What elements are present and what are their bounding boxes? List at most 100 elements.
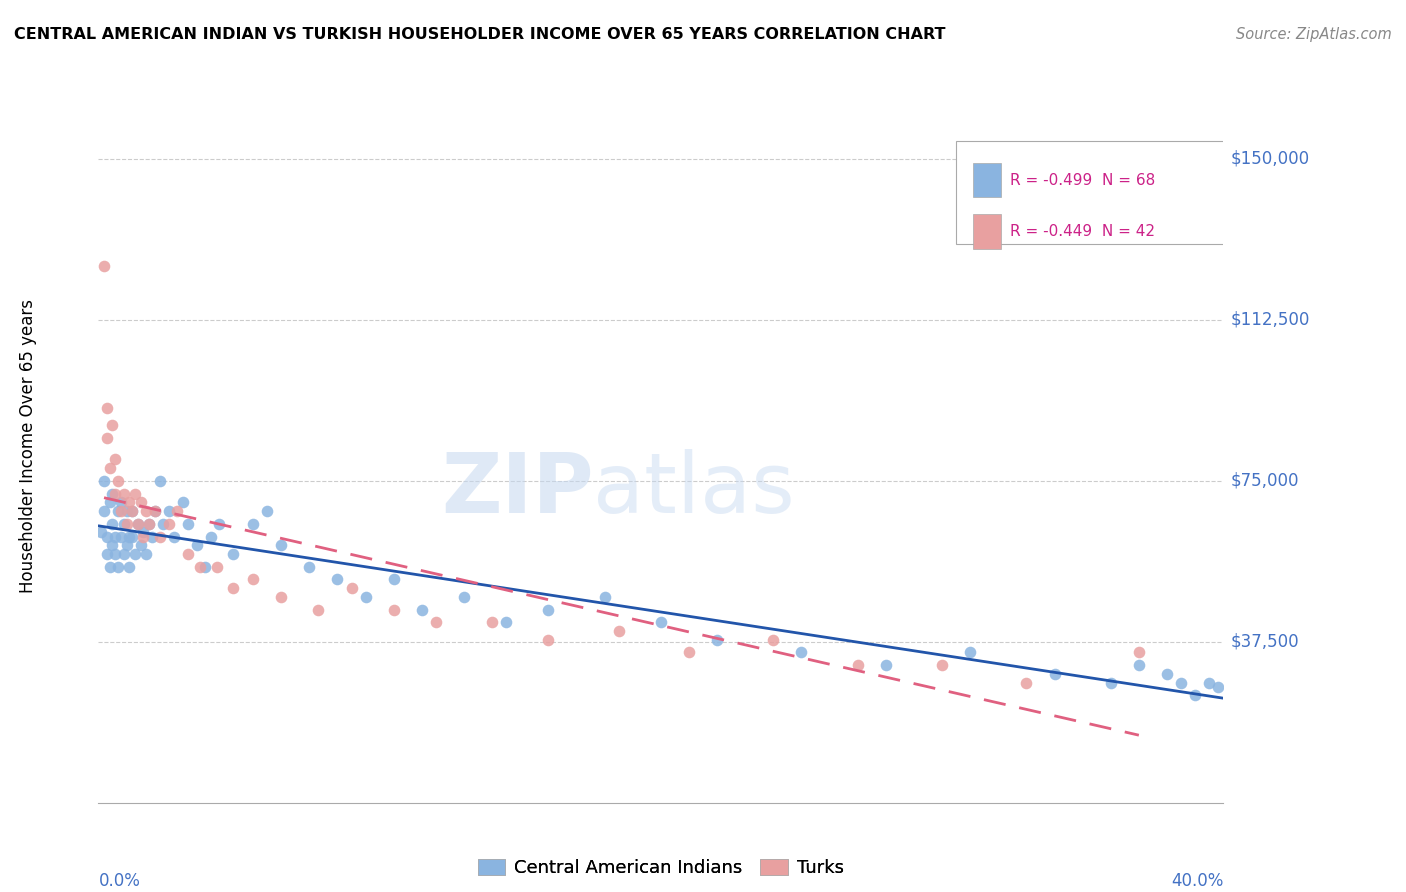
Point	[307, 602, 329, 616]
Point	[110, 495, 132, 509]
Point	[186, 538, 208, 552]
Point	[157, 504, 180, 518]
Point	[1128, 658, 1150, 673]
Point	[200, 529, 222, 543]
Point	[90, 525, 112, 540]
Point	[104, 486, 127, 500]
Point	[1206, 680, 1229, 694]
Point	[93, 504, 115, 518]
Point	[112, 547, 135, 561]
Point	[135, 504, 157, 518]
Point	[177, 516, 200, 531]
Point	[132, 529, 155, 543]
Point	[762, 632, 785, 647]
Point	[706, 632, 728, 647]
Point	[194, 559, 217, 574]
Point	[152, 516, 174, 531]
Point	[157, 516, 180, 531]
Point	[931, 658, 953, 673]
Point	[1128, 645, 1150, 659]
Point	[481, 615, 503, 630]
Point	[124, 547, 146, 561]
Point	[104, 529, 127, 543]
Point	[205, 559, 228, 574]
Legend: Central American Indians, Turks: Central American Indians, Turks	[471, 852, 851, 884]
Point	[188, 559, 211, 574]
Point	[115, 504, 138, 518]
Point	[124, 486, 146, 500]
Point	[354, 590, 377, 604]
Point	[208, 516, 231, 531]
Point	[118, 559, 141, 574]
Point	[101, 516, 124, 531]
Point	[537, 602, 560, 616]
Point	[537, 632, 560, 647]
Bar	[973, 163, 1001, 197]
Point	[110, 504, 132, 518]
Point	[242, 516, 264, 531]
Point	[112, 516, 135, 531]
Point	[93, 474, 115, 488]
Point	[593, 590, 616, 604]
Point	[98, 559, 121, 574]
Text: R = -0.449  N = 42: R = -0.449 N = 42	[1010, 224, 1154, 239]
Point	[166, 504, 188, 518]
Point	[340, 581, 363, 595]
Point	[118, 495, 141, 509]
Text: Householder Income Over 65 years: Householder Income Over 65 years	[20, 299, 37, 593]
Point	[112, 486, 135, 500]
Point	[104, 547, 127, 561]
Point	[96, 529, 118, 543]
Point	[875, 658, 897, 673]
Point	[149, 474, 172, 488]
Point	[104, 452, 127, 467]
Point	[172, 495, 194, 509]
Point	[141, 529, 163, 543]
Point	[1156, 667, 1178, 681]
Point	[107, 504, 129, 518]
Text: CENTRAL AMERICAN INDIAN VS TURKISH HOUSEHOLDER INCOME OVER 65 YEARS CORRELATION : CENTRAL AMERICAN INDIAN VS TURKISH HOUSE…	[14, 27, 946, 42]
Point	[96, 547, 118, 561]
Point	[138, 516, 160, 531]
Point	[790, 645, 813, 659]
Text: $37,500: $37,500	[1230, 632, 1299, 651]
Point	[115, 516, 138, 531]
Point	[129, 495, 152, 509]
Bar	[956, 142, 1279, 244]
Point	[101, 486, 124, 500]
Point	[96, 401, 118, 415]
Point	[256, 504, 278, 518]
Point	[382, 573, 405, 587]
Point	[121, 504, 143, 518]
Point	[959, 645, 981, 659]
Point	[678, 645, 700, 659]
Point	[1184, 689, 1206, 703]
Point	[93, 259, 115, 273]
Point	[135, 547, 157, 561]
Point	[495, 615, 517, 630]
Point	[242, 573, 264, 587]
Point	[96, 431, 118, 445]
Point	[411, 602, 433, 616]
Point	[115, 538, 138, 552]
Point	[177, 547, 200, 561]
Point	[149, 529, 172, 543]
Point	[326, 573, 349, 587]
Point	[118, 529, 141, 543]
Text: ZIP: ZIP	[441, 450, 593, 530]
Text: R = -0.499  N = 68: R = -0.499 N = 68	[1010, 172, 1154, 187]
Point	[425, 615, 447, 630]
Point	[138, 516, 160, 531]
Text: 40.0%: 40.0%	[1171, 871, 1223, 889]
Point	[143, 504, 166, 518]
Point	[1170, 675, 1192, 690]
Point	[1015, 675, 1038, 690]
Point	[222, 581, 245, 595]
Point	[1043, 667, 1066, 681]
Point	[121, 504, 143, 518]
Point	[98, 460, 121, 475]
Point	[101, 417, 124, 432]
Point	[650, 615, 672, 630]
Text: $112,500: $112,500	[1230, 310, 1309, 328]
Text: atlas: atlas	[593, 450, 794, 530]
